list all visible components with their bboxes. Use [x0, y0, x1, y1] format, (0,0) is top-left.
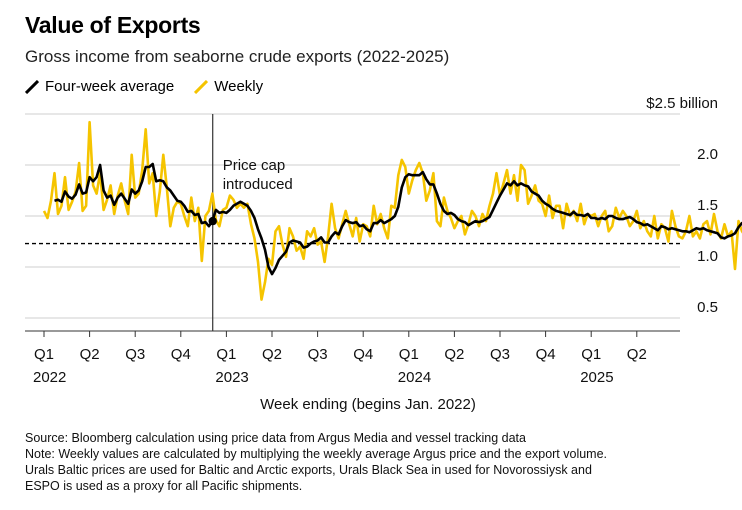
note-line-2: Urals Baltic prices are used for Baltic …: [25, 463, 592, 477]
x-tick-label: Q4: [171, 346, 191, 363]
x-tick-label: Q2: [627, 346, 647, 363]
x-tick-label: Q3: [125, 346, 145, 363]
chart-area: $2.5 billion 2.0 1.5 1.0 0.5 Q1 2022 Q2 Q3 Q4 Q1 20…: [25, 95, 742, 413]
x-tick-label: Q4: [536, 346, 556, 363]
y-tick-label: 0.5: [697, 299, 718, 316]
x-year-label: 2024: [398, 369, 431, 386]
note-line-1: Note: Weekly values are calculated by mu…: [25, 447, 608, 461]
x-tick-label: Q3: [308, 346, 328, 363]
x-year-label: 2022: [33, 369, 66, 386]
weekly-series-line: [42, 120, 742, 301]
price-cap-label-line1: Price cap: [223, 157, 286, 174]
x-tick-label: Q4: [353, 346, 373, 363]
x-year-label: 2023: [215, 369, 248, 386]
y-tick-label: 2.0: [697, 146, 718, 163]
y-tick-label: 1.0: [697, 248, 718, 265]
notes: Source: Bloomberg calculation using pric…: [25, 430, 725, 494]
chart-title: Value of Exports: [25, 12, 201, 38]
four-week-average-line: [54, 162, 742, 276]
x-axis-title: Week ending (begins Jan. 2022): [260, 396, 476, 413]
legend-weekly-label: Weekly: [214, 78, 264, 95]
x-tick-label: Q1: [399, 346, 419, 363]
legend-avg-label: Four-week average: [45, 78, 175, 95]
x-tick-label: Q2: [262, 346, 282, 363]
legend-weekly-swatch: [194, 79, 209, 94]
x-tick-label: Q1: [581, 346, 601, 363]
price-cap-marker: [208, 216, 217, 226]
x-tick-label: Q1: [216, 346, 236, 363]
x-year-label: 2025: [580, 369, 613, 386]
chart-subtitle: Gross income from seaborne crude exports…: [25, 47, 450, 66]
source-note: Source: Bloomberg calculation using pric…: [25, 431, 526, 445]
x-tick-label: Q3: [490, 346, 510, 363]
x-tick-label: Q2: [444, 346, 464, 363]
price-cap-label-line2: introduced: [223, 176, 293, 193]
note-line-3: ESPO is used as a proxy for all Pacific …: [25, 479, 303, 493]
legend-avg-swatch: [25, 79, 39, 94]
y-tick-label: 1.5: [697, 197, 718, 214]
legend: Four-week average Weekly: [25, 78, 263, 95]
x-tick-label: Q2: [80, 346, 100, 363]
x-tick-label: Q1: [34, 346, 54, 363]
y-tick-label: $2.5 billion: [646, 95, 718, 112]
